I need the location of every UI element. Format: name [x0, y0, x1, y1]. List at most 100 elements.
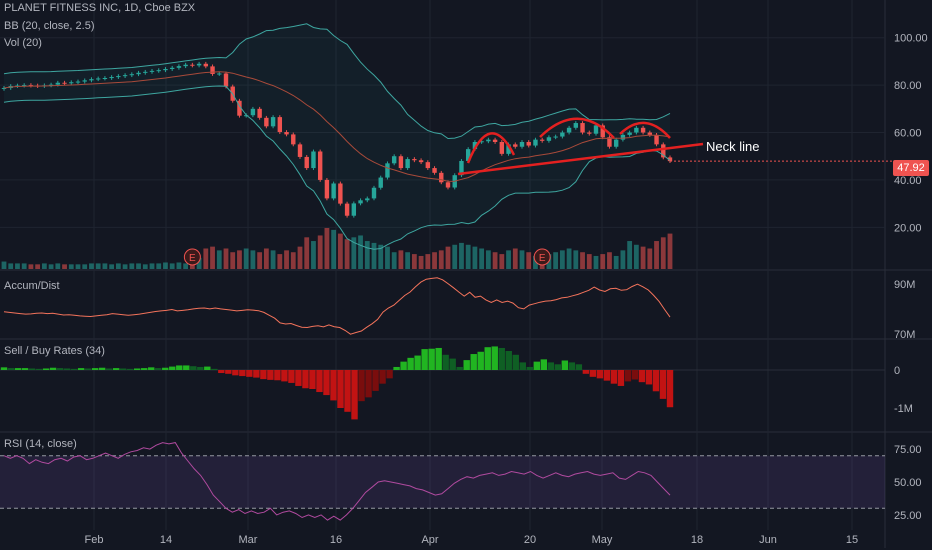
bollinger-lower — [3, 85, 671, 250]
sell-buy-bar — [582, 370, 590, 374]
volume-bar — [627, 241, 633, 269]
sell-buy-bar — [98, 367, 106, 370]
sell-buy-legend: Sell / Buy Rates (34) — [4, 345, 105, 357]
candle-body — [398, 156, 404, 169]
volume-bar — [183, 263, 189, 269]
candle-body — [243, 115, 249, 117]
x-tick-label: Feb — [85, 534, 104, 546]
head-arc — [539, 117, 615, 139]
volume-bar — [89, 263, 94, 269]
volume-bar — [586, 254, 592, 269]
volume-bar — [620, 250, 626, 269]
candle-body — [210, 66, 215, 74]
volume-bars — [1, 228, 673, 269]
volume-bar — [492, 252, 498, 269]
candle-body — [667, 157, 673, 162]
volume-bar — [15, 263, 20, 269]
sell-buy-bar — [596, 370, 604, 379]
sell-buy-bar — [112, 368, 120, 370]
sell-buy-bar — [70, 368, 78, 370]
sell-buy-bar — [498, 347, 505, 370]
candle-body — [183, 64, 188, 67]
x-tick-label: Apr — [421, 534, 438, 546]
sell-buy-bar — [365, 370, 372, 398]
rsi-line — [0, 442, 885, 521]
volume-bar — [243, 248, 249, 269]
candle-body — [297, 144, 303, 157]
price-candles — [1, 61, 673, 218]
sell-buy-bar — [295, 370, 302, 386]
volume-bar — [311, 241, 316, 269]
volume-bar — [169, 263, 175, 269]
rsi-tick-label: 75.00 — [894, 444, 922, 456]
sell-buy-bar — [526, 366, 533, 370]
volume-bar — [102, 263, 108, 269]
earnings-marker-label: E — [539, 253, 546, 264]
sell-buy-bar — [232, 370, 239, 376]
sell-buy-bar — [617, 370, 625, 386]
candle-body — [378, 177, 383, 188]
volume-bar — [62, 264, 67, 269]
volume-bar — [223, 248, 229, 269]
candle-body — [109, 77, 114, 79]
volume-bar — [41, 263, 47, 269]
sell-buy-bar — [316, 370, 323, 393]
candle-body — [580, 123, 585, 133]
volume-bar — [8, 263, 14, 269]
bollinger-upper — [3, 23, 671, 140]
candle-body — [69, 82, 74, 84]
volume-bar — [317, 235, 323, 269]
candle-body — [149, 70, 155, 72]
sell-buy-bar — [624, 370, 632, 382]
candle-body — [1, 87, 7, 89]
volume-bar — [654, 241, 659, 269]
volume-bar — [109, 264, 115, 269]
sell-buy-bar — [63, 368, 71, 370]
candle-body — [465, 149, 471, 161]
volume-bar — [176, 262, 182, 269]
candle-body — [311, 151, 316, 169]
candle-body — [223, 73, 229, 87]
sell-buy-bar — [253, 370, 260, 378]
sell-buy-bar — [239, 370, 246, 377]
candle-body — [553, 136, 558, 138]
symbol-title: PLANET FITNESS INC, 1D, Cboe BZX — [4, 2, 196, 14]
candle-body — [163, 68, 168, 71]
volume-bar — [163, 262, 168, 269]
sell-buy-bar — [42, 368, 50, 370]
candle-body — [196, 63, 202, 66]
sell-buy-bar — [267, 370, 274, 380]
candle-body — [62, 82, 67, 84]
volume-bar — [136, 263, 141, 269]
volume-bar — [270, 250, 276, 269]
candle-body — [304, 156, 309, 169]
volume-bar — [667, 233, 673, 269]
sell-buy-bar — [519, 362, 526, 370]
sell-buy-bar — [393, 366, 400, 370]
sell-buy-bar — [302, 370, 309, 389]
candle-body — [445, 182, 451, 188]
candle-body — [405, 159, 410, 169]
volume-bar — [149, 263, 155, 269]
price-tick-label: 40.00 — [894, 175, 922, 187]
sell-buy-bar — [659, 370, 667, 399]
volume-bar — [418, 255, 424, 269]
sell-buy-bar — [7, 368, 15, 370]
sell-buy-bar — [533, 361, 540, 370]
candle-body — [317, 151, 323, 180]
sell-buy-bar — [575, 364, 583, 370]
volume-bar — [257, 252, 263, 269]
candle-body — [116, 76, 121, 78]
volume-bar — [277, 254, 283, 269]
chart-annotations: E E Neck line — [183, 117, 893, 266]
candle-body — [217, 73, 222, 75]
rsi-tick-label: 50.00 — [894, 477, 922, 489]
sell-buy-bar — [274, 370, 281, 381]
sell-buy-tick-label: -1M — [894, 403, 913, 415]
volume-bar — [499, 254, 505, 269]
sell-buy-tick-label: 0 — [894, 365, 900, 377]
bb-legend: BB (20, close, 2.5) — [4, 20, 95, 32]
candle-body — [136, 72, 141, 75]
sell-buy-bar — [505, 351, 512, 370]
